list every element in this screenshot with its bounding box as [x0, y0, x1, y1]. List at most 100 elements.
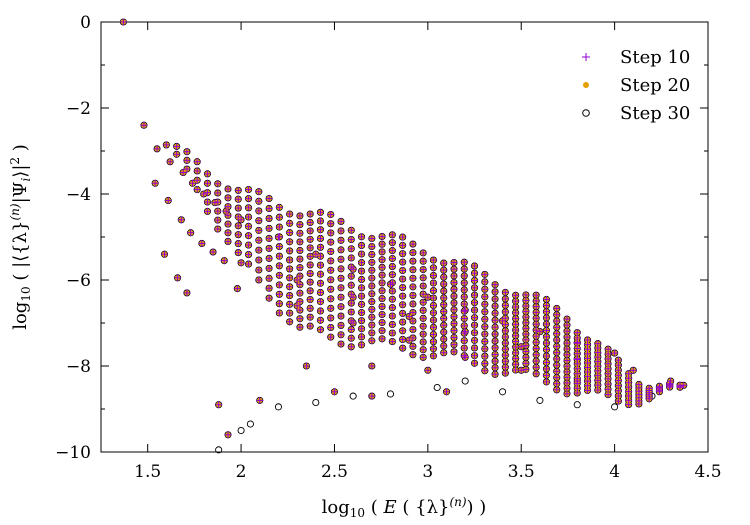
step-10-point	[200, 190, 208, 198]
step-10-point	[293, 302, 301, 310]
step-10-point	[409, 309, 417, 317]
step-10-point	[666, 383, 674, 391]
step-10-point	[179, 169, 187, 176]
step-10-point	[399, 335, 407, 343]
step-10-point	[501, 321, 509, 329]
step-10-point	[676, 383, 684, 391]
step-10-point	[347, 281, 355, 289]
step-10-point	[388, 231, 396, 239]
step-10-point	[471, 352, 479, 360]
step-10-point	[275, 223, 283, 231]
step-10-point	[368, 234, 376, 242]
legend-marker-step-30	[582, 109, 590, 117]
step-10-point	[553, 323, 561, 331]
step-10-point	[187, 229, 195, 237]
step-10-point	[471, 299, 479, 307]
step-10-point	[368, 242, 376, 250]
step-10-point	[337, 284, 345, 292]
step-10-point	[450, 306, 458, 314]
step-10-point	[378, 263, 386, 271]
step-10-point	[399, 241, 407, 249]
step-10-point	[399, 267, 407, 275]
y-tick-label: −10	[55, 443, 91, 463]
step-10-point	[378, 256, 386, 264]
step-10-point	[174, 274, 182, 282]
step-10-point	[337, 236, 345, 244]
step-10-point	[532, 370, 540, 378]
step-10-point	[460, 314, 468, 322]
step-10-point	[471, 344, 479, 352]
step-10-point	[491, 330, 499, 338]
step-10-point	[501, 363, 509, 371]
step-10-point	[388, 312, 396, 320]
step-10-point	[481, 352, 489, 360]
step-10-point	[265, 244, 273, 252]
step-10-point	[563, 315, 571, 323]
step-10-point	[501, 369, 509, 377]
step-10-point	[203, 179, 211, 187]
step-10-point	[183, 165, 191, 173]
step-10-point	[286, 274, 294, 282]
step-10-point	[419, 274, 427, 282]
step-10-point	[316, 270, 324, 278]
step-10-point	[327, 314, 335, 322]
step-10-point	[234, 249, 242, 257]
step-10-point	[358, 309, 366, 317]
step-10-point	[409, 283, 417, 291]
step-10-point	[265, 294, 273, 302]
step-10-point	[224, 229, 232, 237]
step-10-point	[306, 210, 314, 218]
step-10-point	[532, 363, 540, 371]
step-10-point	[224, 194, 232, 202]
step-10-point	[275, 233, 283, 241]
step-10-point	[460, 265, 468, 273]
step-10-point	[293, 276, 301, 284]
step-10-point	[491, 351, 499, 359]
step-10-point	[327, 247, 335, 255]
step-10-point	[358, 284, 366, 292]
step-10-point	[234, 240, 242, 248]
step-10-point	[409, 334, 417, 342]
step-10-point	[203, 189, 211, 197]
step-10-point	[553, 304, 561, 312]
step-10-point	[286, 300, 294, 308]
step-10-point	[388, 271, 396, 279]
step-10-point	[368, 274, 376, 282]
step-10-point	[429, 264, 437, 272]
step-10-point	[358, 233, 366, 241]
step-10-point	[183, 148, 191, 156]
step-10-point	[542, 320, 550, 328]
step-10-point	[224, 431, 232, 439]
step-10-point	[378, 271, 386, 279]
step-10-point	[316, 226, 324, 234]
step-10-point	[275, 262, 283, 270]
step-10-point	[461, 328, 469, 336]
step-10-point	[471, 314, 479, 322]
step-10-point	[443, 388, 451, 396]
step-10-point	[429, 287, 437, 295]
step-10-point	[460, 258, 468, 266]
step-10-point	[296, 315, 304, 323]
step-10-point	[215, 401, 223, 409]
step-10-point	[542, 339, 550, 347]
step-10-point	[501, 308, 509, 316]
step-10-point	[306, 270, 314, 278]
legend: Step 10 Step 20 Step 30	[582, 47, 690, 124]
step-10-point	[481, 293, 489, 301]
step-10-point	[419, 282, 427, 290]
step-30-point	[499, 388, 507, 396]
step-10-point	[584, 386, 592, 394]
step-10-point	[286, 229, 294, 237]
step-10-point	[460, 279, 468, 287]
step-10-point	[522, 347, 530, 355]
step-10-point	[296, 255, 304, 263]
step-10-point	[481, 337, 489, 345]
step-10-point	[296, 246, 304, 254]
step-10-point	[337, 246, 345, 254]
step-10-point	[286, 265, 294, 273]
step-10-point	[553, 355, 561, 363]
step-10-point	[388, 255, 396, 263]
step-10-point	[255, 236, 263, 244]
step-10-point	[306, 261, 314, 269]
